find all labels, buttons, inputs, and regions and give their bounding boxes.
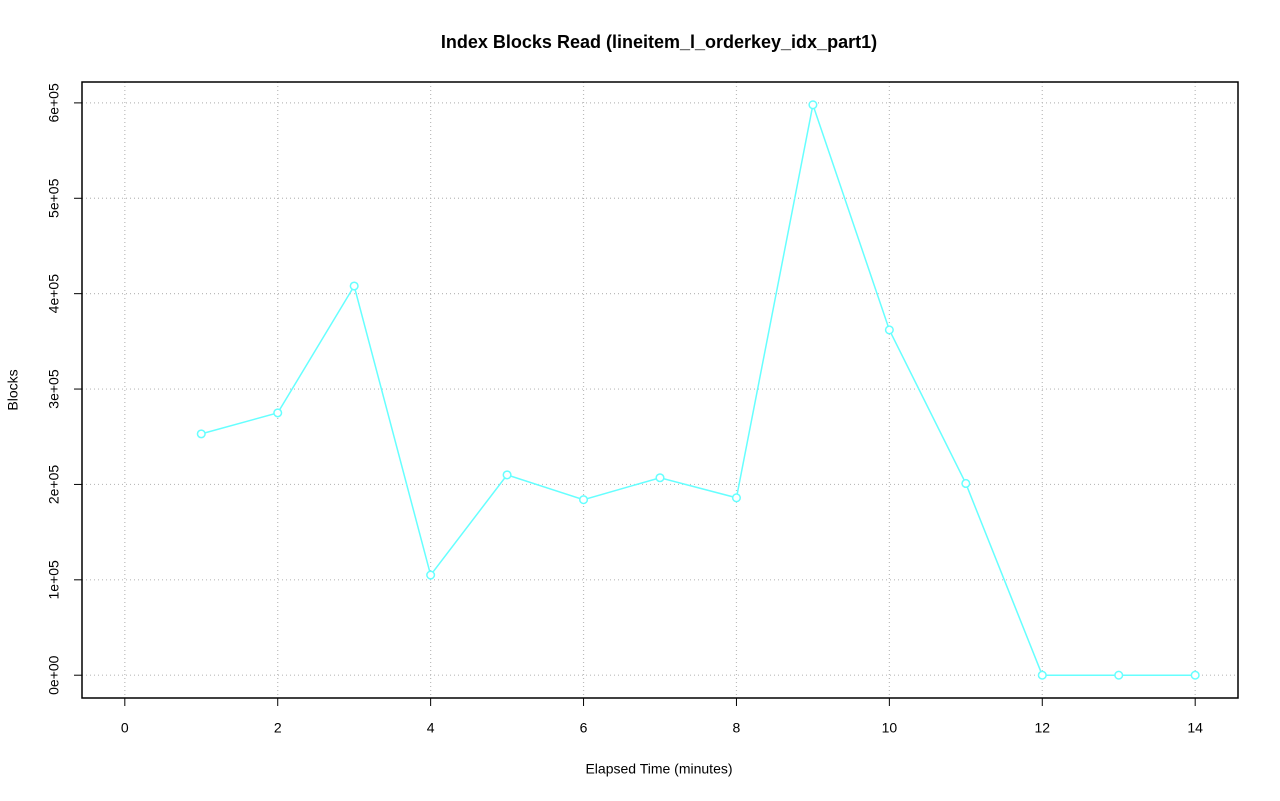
x-tick-label: 2 (274, 720, 282, 736)
y-tick-label: 6e+05 (46, 83, 62, 123)
x-tick-label: 10 (882, 720, 898, 736)
x-tick-label: 0 (121, 720, 129, 736)
x-tick-label: 12 (1034, 720, 1050, 736)
data-point (1114, 670, 1124, 680)
y-tick-label: 4e+05 (46, 274, 62, 314)
series-line (201, 101, 1196, 676)
x-tick-label: 6 (580, 720, 588, 736)
y-tick-label: 3e+05 (46, 369, 62, 409)
y-tick-label: 5e+05 (46, 178, 62, 218)
y-tick-label: 0e+00 (46, 655, 62, 695)
x-tick-label: 4 (427, 720, 435, 736)
data-point (655, 473, 665, 483)
x-tick-label: 8 (733, 720, 741, 736)
data-point (808, 100, 818, 110)
data-point (349, 281, 359, 291)
data-point (578, 495, 589, 505)
data-point (884, 325, 894, 335)
data-point (961, 478, 971, 489)
x-axis-label: Elapsed Time (minutes) (585, 761, 732, 777)
x-tick-label: 14 (1187, 720, 1203, 736)
data-point (1037, 670, 1047, 680)
y-tick-label: 1e+05 (46, 560, 62, 600)
y-axis-label: Blocks (5, 369, 21, 410)
chart-title: Index Blocks Read (lineitem_l_orderkey_i… (441, 32, 877, 52)
data-point (196, 429, 206, 439)
data-point (731, 493, 742, 503)
data-point (502, 470, 512, 480)
plot-frame (81, 81, 1239, 699)
data-point (426, 570, 436, 580)
data-point (273, 408, 283, 418)
data-point (1190, 670, 1200, 680)
y-tick-label: 2e+05 (46, 465, 62, 505)
